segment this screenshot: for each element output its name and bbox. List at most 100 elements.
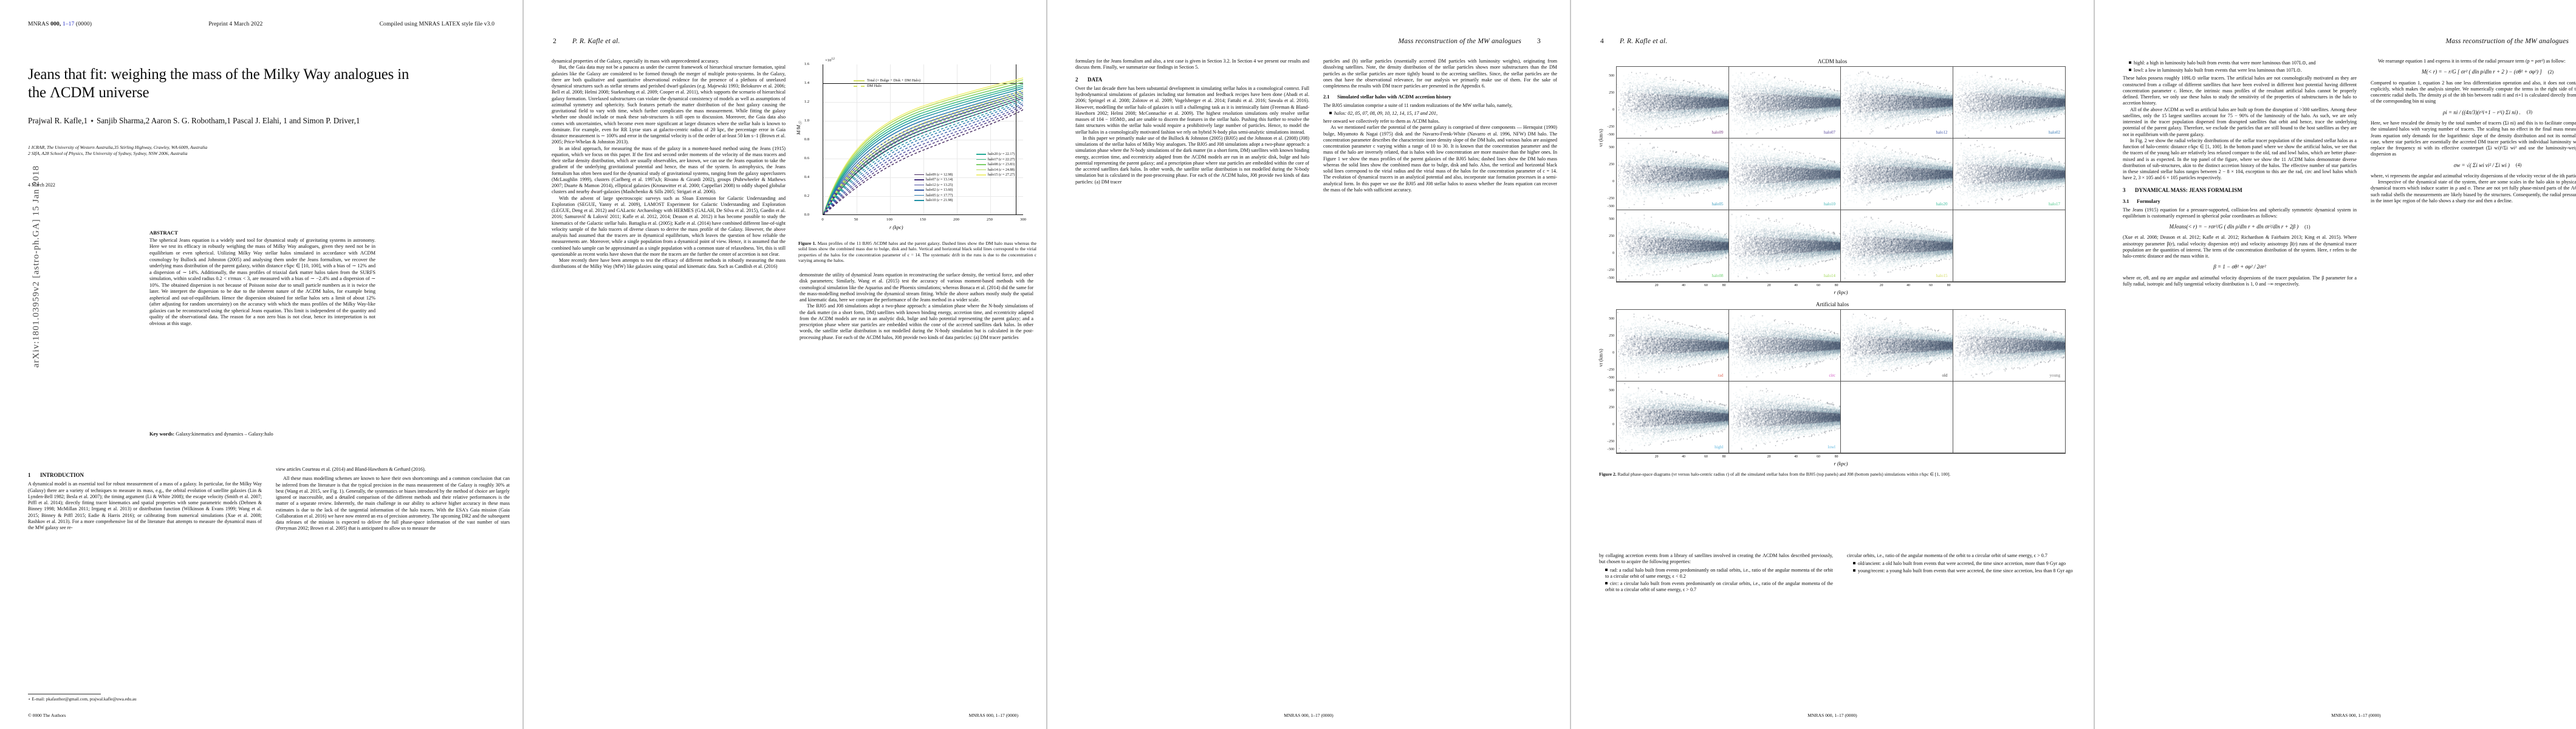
page-footer: MNRAS 000, 1–17 (0000) [1807,713,1857,718]
equation-4: σw = √( Σi wi vi² / Σi wi ) (4) [2371,162,2576,169]
list-item: highl: a high in luminosity halo built f… [2129,60,2357,66]
phase-space-panel: halo10 [1728,139,1841,210]
phase-space-panel: halo15 [1841,210,1953,282]
p3r-paragraph-2: The BJ05 simulation comprise a suite of … [1323,102,1513,108]
p5r-paragraph-5: Irrespective of the dynamical state of t… [2371,179,2576,204]
copyright-line: © 0000 The Authors [28,713,66,718]
equation-1: MJeans(< r) = − rσr²/G ( dln ρ/dln r + d… [2123,224,2357,230]
journal-pages-link[interactable]: 1–17 [62,21,75,27]
p5-paragraph-4: The Jeans (1915) equation for a pressure… [2123,207,2357,219]
page-footer: MNRAS 000, 1–17 (0000) [1284,713,1334,718]
equation-3-body: ρi = ni / ((4π/3)(r³i+1 − r³i) Σi ni) . [2442,109,2521,115]
figure-1-caption-label: Figure 1. [798,241,817,246]
page2-column-right: demonstrate the utility of dynamical Jea… [800,272,1033,341]
artificial-halo-list-right: old/ancient: a old halo built from event… [1847,561,2081,574]
phase-space-panel: halo14 [1728,210,1841,282]
intro-paragraph-2: view articles Courteau et al. (2014) and… [276,467,426,472]
p2-paragraph-4: With the advent of large spectroscopic s… [552,195,786,257]
phase-space-panel-empty [1953,382,2065,453]
subsection-heading-3-1: 3.1 Formulary [2123,199,2160,205]
square-bullet-icon [2129,69,2131,72]
keywords-value: Galaxy:kinematics and dynamics – Galaxy:… [176,431,273,437]
affiliations: 1 ICRAR, The University of Western Austr… [28,145,453,157]
equation-2-body: M(< r) = − r/G [ σr² ( dln p/dln r + 2 )… [2421,69,2542,75]
equation-2-number: (2) [2547,69,2554,75]
p2-paragraph-5: More recently there have been attempts t… [552,258,786,270]
virial-mass-line [823,83,1023,84]
figure-1-caption-text: Mass profiles of the 11 BJ05 ΛCDM halos … [798,241,1036,264]
intro-paragraph-1: A dynamical model is an essential tool f… [28,481,262,531]
p3-paragraph-3: In this paper we primarily make use of t… [1075,135,1309,185]
square-bullet-icon [1329,112,1332,115]
figure-1-ylabel: M/M☉ [796,121,803,135]
footnote: ⋆ E-mail: pkafauthor@gmail.com, prajwal.… [28,693,262,702]
figure-2-panel-grid-top: halo09 halo07 halo12 halo02 halo05 halo1… [1616,66,2066,282]
phase-space-panel: halo20 [1841,139,1953,210]
running-head-page5: Mass reconstruction of the MW analogues5 [2445,38,2569,45]
phase-space-panel: highl [1617,382,1729,453]
figure-2-xlabel-bottom: r (kpc) [1834,460,1848,467]
artificial-halo-list-left: rad: a radial halo built from events pre… [1599,567,1833,594]
abstract-block: ABSTRACT The spherical Jeans equation is… [149,230,375,327]
figure-1-legend-main: Total (= Bulge + Disk + DM Halo) DM Halo [854,78,920,89]
figure-2-panel-grid-bottom: rad circ old young highl lowl [1616,309,2066,454]
p3r-paragraph-3: here onward we collectively refer to the… [1323,118,1440,125]
running-head-page3: Mass reconstruction of the MW analogues 3 [1398,38,1541,45]
figure-2-title-bottom: Artificial halos [1815,301,1849,307]
halo-list: halos: 02, 05, 07, 08, 09, 10, 12, 14, 1… [1323,111,1557,117]
list-item: halos: 02, 05, 07, 08, 09, 10, 12, 14, 1… [1329,111,1557,117]
figure-1-axes: Total (= Bulge + Disk + DM Halo) DM Halo… [823,64,1023,215]
square-bullet-icon [2129,61,2131,64]
p3-paragraph-2: Over the last decade there has been subs… [1075,85,1309,135]
equation-4-number: (4) [2515,162,2522,168]
equation-beta-body: β = 1 − σθ² + σφ² / 2σr² [2213,264,2266,270]
p2-paragraph-1: dynamical properties of the Galaxy, espe… [552,58,719,64]
running-head-page4: 4 P. R. Kafle et al. [1600,38,1668,45]
page-5: Mass reconstruction of the MW analogues5… [2095,0,2576,729]
square-bullet-icon [1853,569,1855,572]
p5-paragraph-1: These halos possess roughly 109L⊙ stella… [2123,75,2357,106]
figure-2-caption-label: Figure 2. [1599,471,1617,477]
phase-space-panel: circ [1728,310,1841,382]
equation-3: ρi = ni / ((4π/3)(r³i+1 − r³i) Σi ni) . … [2371,109,2576,116]
figure-1-exponent: ×1012 [825,57,835,63]
journal-header-center: Preprint 4 March 2022 [208,21,263,27]
abstract-text: The spherical Jeans equation is a widely… [149,237,375,326]
footnote-email[interactable]: ⋆ E-mail: pkafauthor@gmail.com, prajwal.… [28,696,137,702]
page-4: 4 P. R. Kafle et al. ΛCDM halos vr (km/s)… [1571,0,2094,729]
section-heading-data: 2 DATA [1075,76,1103,83]
page-number: 3 [1537,38,1541,45]
page1-column-left: 1 INTRODUCTION A dynamical model is an es… [28,467,262,531]
p2r-paragraph-1: demonstrate the utility of dynamical Jea… [800,272,1033,303]
page-footer: MNRAS 000, 1–17 (0000) [968,713,1018,718]
figure-2-xticks-top: 20 40 60 80 20 40 60 80 20 40 60 80 [1654,284,1951,287]
phase-space-panel-empty [1841,382,1953,453]
journal-header-right: Compiled using MNRAS LATEX style file v3… [379,21,495,27]
journal-header-left: MNRAS 000, 1–17 (0000) [28,21,92,27]
section-heading-dynamical-mass: 3 DYNAMICAL MASS: JEANS FORMALISM [2123,187,2242,193]
author-list: Prajwal R. Kafle,1 ⋆ Sanjib Sharma,2 Aar… [28,116,360,125]
phase-space-panel: rad [1617,310,1729,382]
figure-2-title-top: ΛCDM halos [1817,58,1848,64]
p4-paragraph-1: by collaging accretion events from a lib… [1599,553,1833,565]
page2-column-left: dynamical properties of the Galaxy, espe… [552,58,786,270]
phase-space-panel: halo05 [1617,139,1729,210]
equation-1-number: (1) [2304,224,2311,230]
figure-2-ylabel-bottom: vr (km/s) [1598,349,1604,367]
figure-2-top-block: vr (km/s) 500 250 0 −250 −500 500 250 0 −250… [1598,66,2066,295]
list-item: circ: a circular halo built from events … [1605,580,1833,593]
keywords: Key words: Galaxy:kinematics and dynamic… [149,431,490,437]
list-item: rad: a radial halo built from events pre… [1605,567,1833,579]
p5r-paragraph-4: where, vi represents the angular and azi… [2371,173,2576,179]
section-heading-introduction: 1 INTRODUCTION [28,472,84,478]
page4-column-left: by collaging accretion events from a lib… [1599,553,1833,595]
p2-paragraph-3: In an ideal approach, for measuring the … [552,145,786,195]
figure-1-curves [823,77,1023,214]
intro-paragraph-3: All these mass modelling schemes are kno… [276,476,510,532]
journal-header: MNRAS 000, 1–17 (0000) Preprint 4 March … [28,21,495,27]
phase-space-panel: halo02 [1953,67,2065,139]
page5-column-left: highl: a high in luminosity halo built f… [2123,58,2357,287]
page-3: Mass reconstruction of the MW analogues 3… [1047,0,1570,729]
page5-column-right: We rearrange equation 1 and express it i… [2371,58,2576,204]
